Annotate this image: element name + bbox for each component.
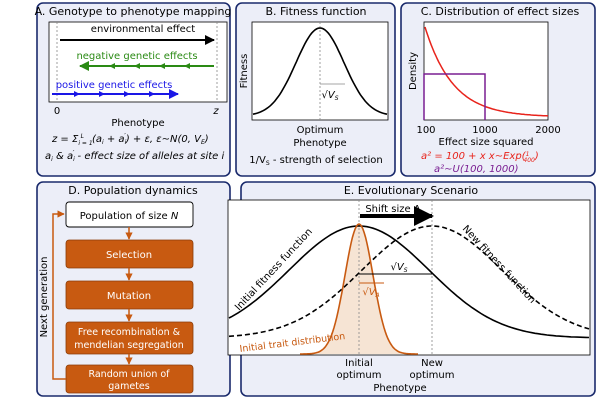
panel-b-optimum-label: Optimum <box>297 125 344 136</box>
panel-a-xlabel: Phenotype <box>111 118 164 129</box>
sqrt-vs-e-label: √VS <box>390 262 407 274</box>
panel-d: D. Population dynamics Population of siz… <box>36 181 231 397</box>
positive-effects-arrows <box>52 89 179 99</box>
panel-a-plot-area <box>48 21 228 103</box>
panel-e-plot-area <box>227 199 591 356</box>
panel-c-tick-1000: 1000 <box>472 125 497 136</box>
exponential-equation: a² = 100 + x x∼Exp(1 400) <box>421 151 539 164</box>
selection-label: Selection <box>106 250 152 261</box>
panel-c-plot-area <box>423 21 549 121</box>
union-label-2: gametes <box>108 381 150 392</box>
fitness-curve <box>252 27 388 115</box>
panel-b-title: B. Fitness function <box>265 5 366 18</box>
panel-e: E. Evolutionary Scenario Shift size Λ √V… <box>227 181 596 397</box>
trait-distribution-curve <box>300 223 418 355</box>
sqrt-va-label: √VA <box>362 287 379 299</box>
negative-effects-arrows <box>79 61 214 71</box>
shift-size-label: Shift size Λ <box>365 204 420 215</box>
panel-c: C. Distribution of effect sizes Density … <box>400 2 596 177</box>
panel-b: B. Fitness function Fitness √VS Optimum … <box>235 2 396 177</box>
next-generation-loop <box>52 210 66 380</box>
equation-phenotype: z = Σi = 1L (ai + ai′) + ε, ε∼N(0, VE) <box>51 132 209 147</box>
initial-optimum-label-1: Initial <box>345 358 373 369</box>
equation-effect-sizes: ai & ai′ - effect size of alleles at sit… <box>45 149 224 163</box>
panel-e-title: E. Evolutionary Scenario <box>344 184 479 197</box>
panel-b-xlabel: Phenotype <box>293 138 346 149</box>
positive-effects-label: positive genetic effects <box>56 80 173 91</box>
environmental-effect-label: environmental effect <box>91 24 195 35</box>
panel-b-caption: 1/VS - strength of selection <box>249 155 382 167</box>
new-optimum-label-1: New <box>421 358 443 369</box>
union-label-1: Random union of <box>88 369 170 380</box>
population-label: Population of size N <box>80 211 179 222</box>
tick-z: z <box>212 106 219 117</box>
panel-d-title: D. Population dynamics <box>68 184 198 197</box>
panel-e-xlabel: Phenotype <box>373 383 426 394</box>
initial-optimum-label-2: optimum <box>337 370 382 381</box>
panel-a: A. Genotype to phenotype mapping environ… <box>35 2 232 177</box>
panel-a-title: A. Genotype to phenotype mapping <box>35 5 232 18</box>
tick-zero: 0 <box>54 106 60 117</box>
next-generation-label: Next generation <box>39 257 50 338</box>
new-optimum-label-2: optimum <box>410 370 455 381</box>
panel-c-xlabel: Effect size squared <box>439 137 534 148</box>
negative-effects-label: negative genetic effects <box>76 51 197 62</box>
uniform-box <box>423 73 486 120</box>
panel-b-ylabel: Fitness <box>239 54 250 89</box>
mutation-label: Mutation <box>107 291 151 302</box>
panel-c-ylabel: Density <box>408 52 419 90</box>
initial-fitness-curve <box>228 225 590 339</box>
sqrt-vs-label: √VS <box>321 90 338 102</box>
panel-c-tick-100: 100 <box>416 125 435 136</box>
panel-c-title: C. Distribution of effect sizes <box>421 5 580 18</box>
panel-c-tick-2000: 2000 <box>535 125 560 136</box>
recombination-label-2: mendelian segregation <box>74 340 184 351</box>
recombination-label-1: Free recombination & <box>78 327 181 338</box>
uniform-equation: a²∼U(100, 1000) <box>434 164 519 175</box>
